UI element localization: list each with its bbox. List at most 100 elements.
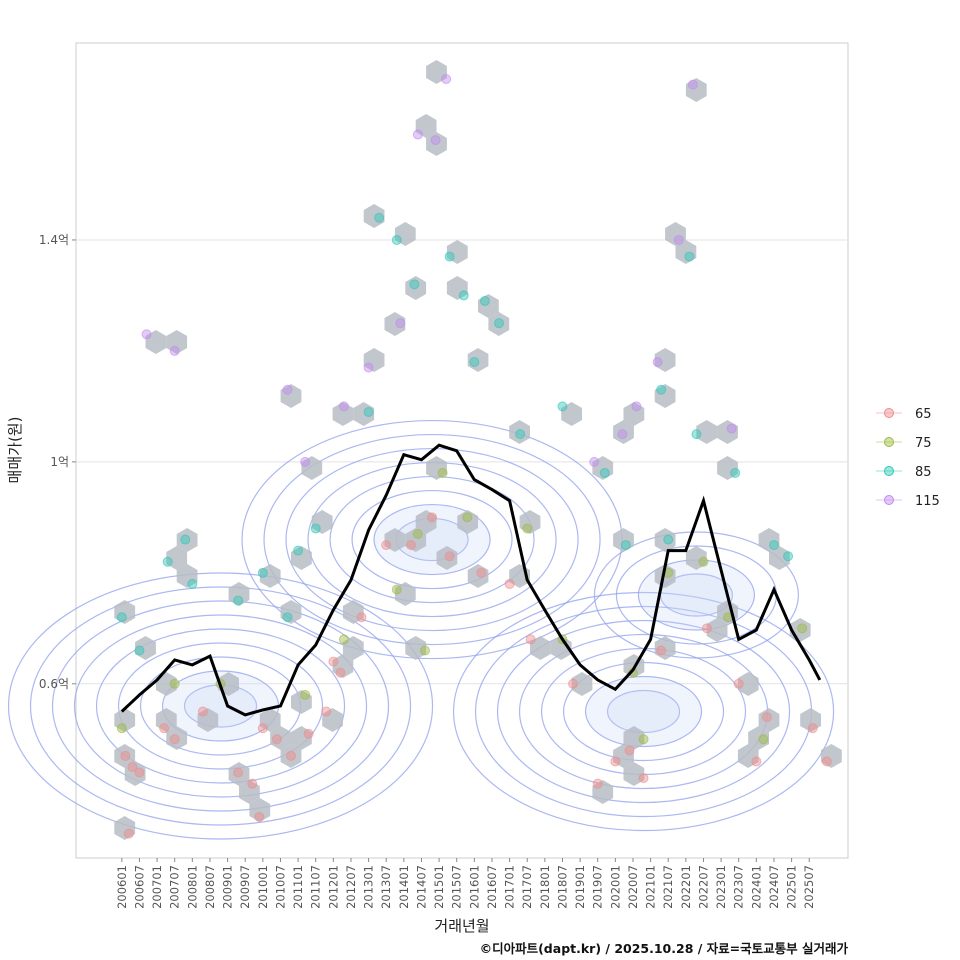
x-tick-label: 202201 [679, 865, 693, 909]
x-tick-label: 202407 [767, 865, 781, 909]
legend-key-65 [884, 408, 894, 418]
point-65 [257, 723, 268, 734]
legend-key-75 [884, 437, 894, 447]
x-tick-label: 202507 [802, 865, 816, 909]
hexbin [415, 114, 437, 138]
point-75 [522, 523, 533, 534]
point-85 [557, 401, 568, 412]
x-tick-label: 202501 [785, 865, 799, 909]
hexbin [176, 528, 198, 552]
point-85 [469, 357, 480, 368]
point-115 [631, 401, 642, 412]
hexbin [259, 708, 281, 732]
contour-line [29, 586, 412, 826]
x-tick-label: 201201 [326, 865, 340, 909]
hexbin [155, 708, 177, 732]
point-85 [134, 645, 145, 656]
legend-key-85 [884, 466, 894, 476]
legend-label: 115 [915, 494, 940, 509]
hexbin [623, 726, 645, 750]
hexbin [363, 348, 385, 372]
point-65 [405, 540, 416, 551]
hexbin [384, 528, 406, 552]
point-85 [116, 612, 127, 623]
hexbin [571, 672, 593, 696]
x-tick-label: 201901 [573, 865, 587, 909]
point-85 [494, 318, 505, 329]
caption: ©디아파트(dapt.kr) / 2025.10.28 / 자료=국토교통부 실… [480, 941, 849, 956]
hexbin [737, 672, 759, 696]
hexbin [613, 744, 634, 768]
x-tick-label: 200901 [221, 865, 235, 909]
contour-line [452, 591, 835, 832]
point-75 [412, 528, 423, 539]
hexbin [176, 564, 198, 588]
x-tick-label: 202301 [714, 865, 728, 909]
contour-line [285, 447, 579, 632]
x-tick-label: 201801 [538, 865, 552, 909]
point-115 [589, 456, 600, 467]
point-65 [638, 773, 649, 784]
x-tick-label: 200907 [238, 865, 252, 909]
point-85 [293, 545, 304, 556]
x-tick-label: 201007 [273, 865, 287, 909]
contour-line [51, 600, 390, 812]
x-tick-label: 200707 [168, 865, 182, 909]
point-65 [127, 762, 138, 773]
hexbin [394, 582, 416, 606]
hexbin [717, 456, 738, 480]
contour-line [263, 433, 601, 646]
hexbin [519, 510, 541, 534]
point-65 [733, 678, 744, 689]
legend-label: 85 [915, 465, 932, 480]
x-tick-label: 200601 [115, 865, 129, 909]
point-85 [257, 567, 268, 578]
x-tick-label: 201907 [591, 865, 605, 909]
hexbin [675, 240, 697, 264]
hexbin [426, 456, 447, 480]
point-115 [141, 329, 152, 340]
hexbin [654, 528, 676, 552]
x-tick-label: 202307 [732, 865, 746, 909]
point-65 [233, 767, 244, 778]
x-tick-label: 201301 [362, 865, 376, 909]
point-65 [335, 667, 346, 678]
point-65 [821, 756, 832, 767]
y-axis-title: 매매가(원) [6, 417, 24, 484]
legend-key-115 [884, 495, 894, 505]
hexbin [353, 402, 375, 426]
point-85 [187, 578, 198, 589]
x-tick-label: 201501 [432, 865, 446, 909]
legend: 65 75 85 115 [876, 407, 940, 509]
x-tick-label: 202207 [696, 865, 710, 909]
hexbin [394, 222, 416, 246]
point-65 [120, 750, 131, 761]
point-65 [123, 828, 134, 839]
point-65 [247, 778, 258, 789]
point-115 [363, 362, 374, 373]
x-tick-label: 201807 [555, 865, 569, 909]
contour-line [95, 628, 346, 784]
hexbin [592, 780, 614, 804]
point-85 [691, 429, 702, 440]
hexbin [415, 510, 437, 534]
x-tick-label: 201701 [503, 865, 517, 909]
point-85 [663, 534, 674, 545]
hexbin [623, 402, 645, 426]
point-75 [300, 689, 311, 700]
point-115 [726, 423, 737, 434]
point-115 [430, 135, 441, 146]
point-65 [271, 734, 282, 745]
point-75 [338, 634, 349, 645]
point-115 [395, 318, 406, 329]
x-tick-label: 202101 [644, 865, 658, 909]
contour-line [496, 619, 791, 804]
x-axis-title: 거래년월 [434, 917, 489, 935]
hexbin [706, 618, 728, 642]
point-85 [515, 429, 526, 440]
point-85 [310, 523, 321, 534]
point-75 [638, 734, 649, 745]
x-tick-label: 202401 [749, 865, 763, 909]
hexbin [717, 420, 738, 444]
point-115 [338, 401, 349, 412]
